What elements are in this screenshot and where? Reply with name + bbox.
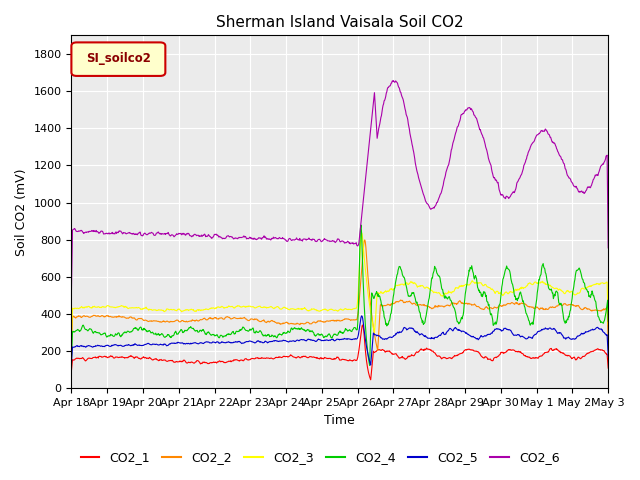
Legend: CO2_1, CO2_2, CO2_3, CO2_4, CO2_5, CO2_6: CO2_1, CO2_2, CO2_3, CO2_4, CO2_5, CO2_6	[76, 446, 564, 469]
Text: SI_soilco2: SI_soilco2	[86, 52, 150, 65]
Title: Sherman Island Vaisala Soil CO2: Sherman Island Vaisala Soil CO2	[216, 15, 463, 30]
Y-axis label: Soil CO2 (mV): Soil CO2 (mV)	[15, 168, 28, 255]
X-axis label: Time: Time	[324, 414, 355, 427]
FancyBboxPatch shape	[72, 42, 165, 76]
